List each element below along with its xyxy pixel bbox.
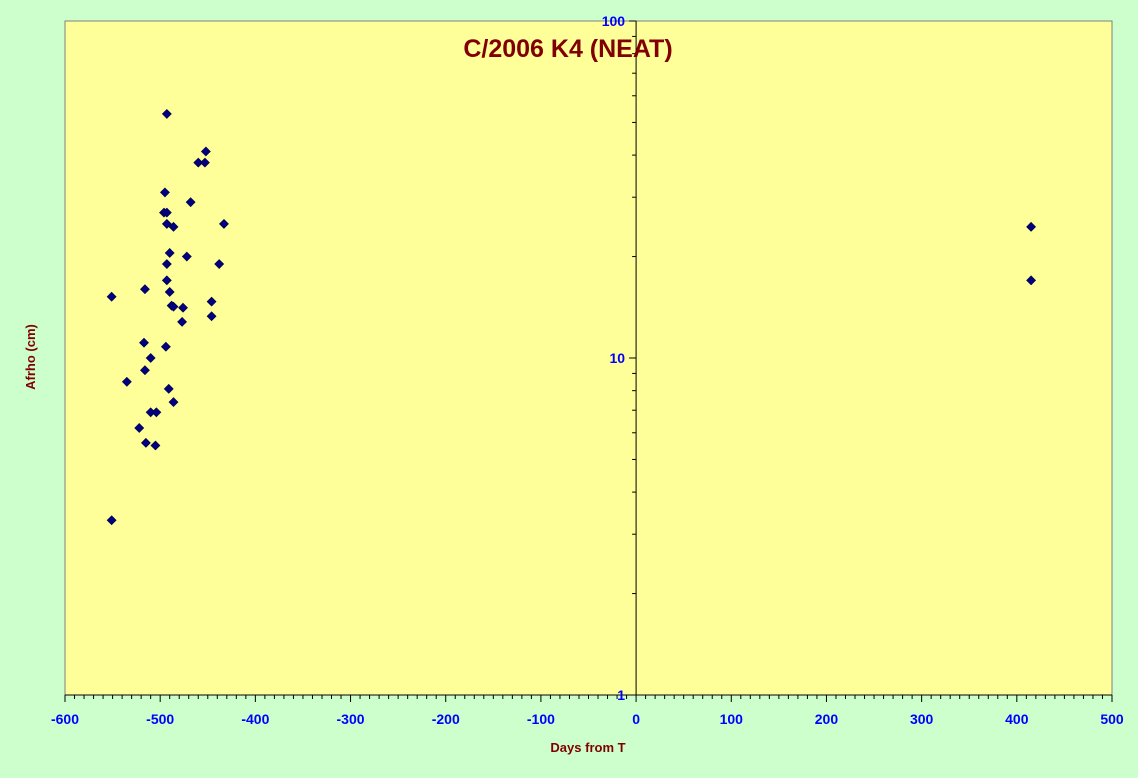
- data-point: [161, 218, 172, 229]
- data-point: [178, 302, 188, 313]
- data-point: [161, 207, 172, 218]
- data-point: [106, 515, 117, 526]
- data-point: [161, 275, 172, 286]
- data-point: [181, 251, 192, 262]
- chart-title: C/2006 K4 (NEAT): [463, 35, 672, 63]
- data-point: [134, 423, 145, 433]
- data-point: [168, 221, 179, 232]
- data-point: [161, 259, 172, 269]
- data-point: [200, 146, 211, 157]
- x-tick-label: 300: [910, 711, 934, 727]
- data-point: [140, 365, 150, 376]
- data-point: [193, 157, 204, 168]
- data-point: [219, 218, 229, 229]
- y-axis-title: Afrho (cm): [23, 324, 38, 390]
- data-point: [168, 397, 179, 407]
- x-tick-label: 200: [815, 711, 839, 727]
- x-tick-labels: -600 -500 -400 -300 -200 -100 0 100 200 300 400 500: [51, 711, 1124, 727]
- data-point: [160, 187, 170, 198]
- data-point: [1026, 275, 1037, 286]
- x-tick-label: -300: [337, 711, 365, 727]
- data-point: [168, 301, 179, 312]
- data-point: [185, 197, 196, 208]
- x-tick-label: 500: [1100, 711, 1124, 727]
- data-points: [106, 108, 1037, 526]
- plot-area: [64, 20, 1113, 696]
- data-point: [199, 157, 210, 168]
- data-point: [214, 259, 225, 269]
- y-tick-label: 1: [617, 687, 625, 703]
- data-point: [145, 353, 156, 363]
- x-tick-label: -100: [527, 711, 555, 727]
- y-tick-label: 10: [610, 350, 626, 366]
- y-tick-labels: 1 10 100: [602, 13, 626, 703]
- data-point: [163, 383, 174, 394]
- x-tick-label: -400: [241, 711, 269, 727]
- x-tick-label: 0: [632, 711, 640, 727]
- data-point: [140, 437, 151, 448]
- data-point: [206, 296, 217, 307]
- data-point: [1026, 221, 1037, 232]
- data-point: [139, 337, 149, 348]
- data-point: [164, 248, 175, 258]
- x-axis: [64, 694, 1113, 702]
- data-point: [121, 376, 132, 387]
- y-tick-label: 100: [602, 13, 626, 29]
- data-point: [151, 407, 162, 418]
- x-axis-title: Days from T: [550, 740, 625, 755]
- data-point: [206, 311, 217, 322]
- x-tick-label: 400: [1005, 711, 1029, 727]
- data-point: [164, 287, 175, 297]
- data-point: [106, 291, 117, 302]
- data-point: [177, 316, 187, 327]
- data-point: [140, 284, 150, 295]
- x-tick-label: -200: [432, 711, 460, 727]
- data-point: [161, 108, 172, 119]
- x-tick-label: -500: [146, 711, 174, 727]
- x-tick-label: -600: [51, 711, 79, 727]
- data-point: [160, 341, 171, 352]
- data-point: [150, 440, 161, 451]
- x-tick-label: 100: [720, 711, 744, 727]
